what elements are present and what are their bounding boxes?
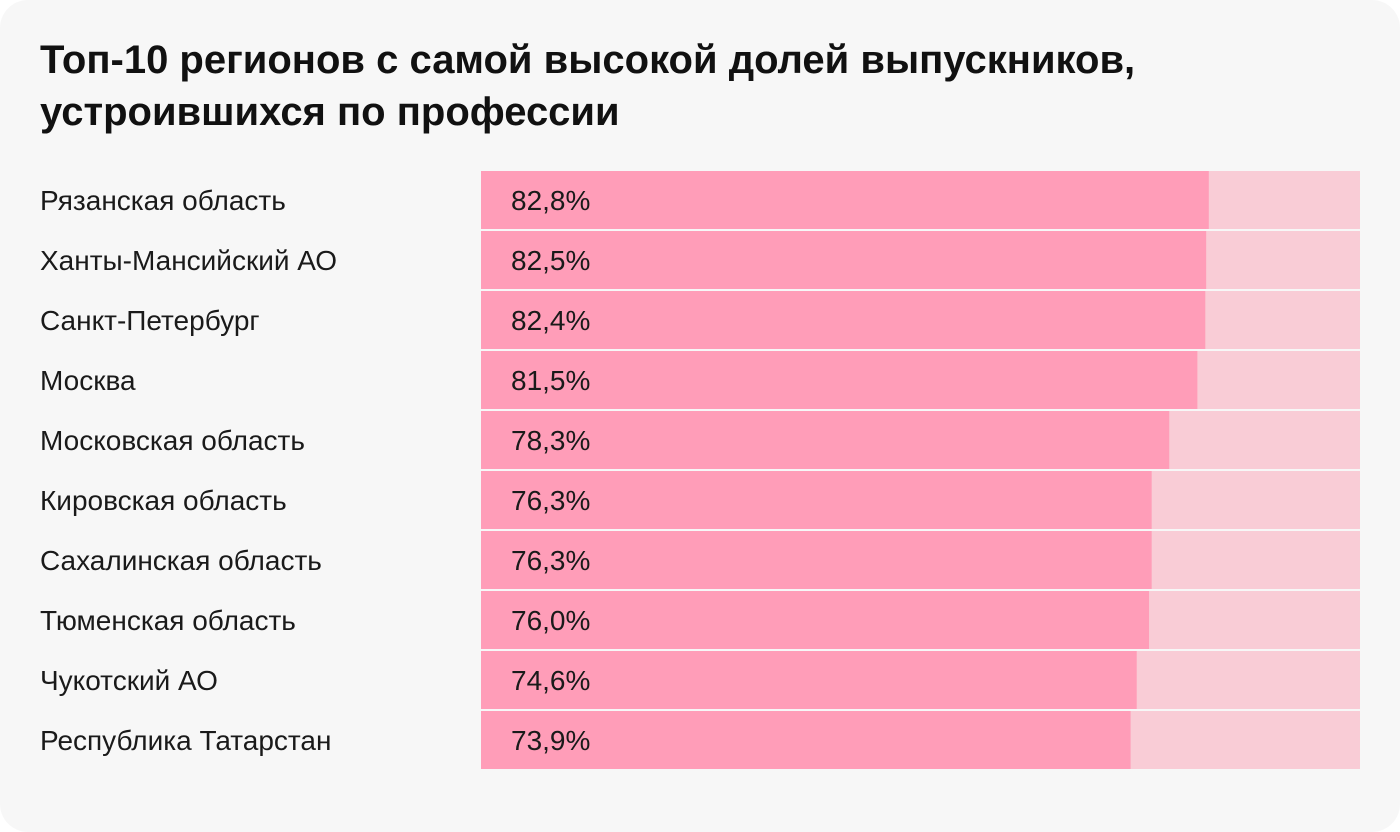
value-label: 78,3% [511, 425, 590, 456]
value-label: 82,5% [511, 245, 590, 276]
bar-row: Чукотский АО 74,6% [40, 651, 1360, 709]
category-label: Чукотский АО [40, 665, 218, 696]
bar [481, 591, 1150, 649]
category-label: Москва [40, 365, 136, 396]
value-label: 74,6% [511, 665, 590, 696]
bar-row: Санкт-Петербург 82,4% [40, 291, 1360, 349]
bar-row: Кировская область 76,3% [40, 471, 1360, 529]
value-label: 76,3% [511, 545, 590, 576]
category-label: Тюменская область [40, 605, 296, 636]
value-label: 76,3% [511, 485, 590, 516]
bar [481, 231, 1207, 289]
category-label: Кировская область [40, 485, 287, 516]
bar [481, 351, 1198, 409]
bar-row: Республика Татарстан 73,9% [40, 711, 1360, 769]
category-label: Ханты-Мансийский АО [40, 245, 337, 276]
value-label: 82,4% [511, 305, 590, 336]
category-label: Санкт-Петербург [40, 305, 260, 336]
chart-title: Топ-10 регионов с самой высокой долей вы… [40, 38, 1136, 134]
bar-row: Москва 81,5% [40, 351, 1360, 409]
bar [481, 471, 1152, 529]
category-label: Сахалинская область [40, 545, 322, 576]
bar-row: Рязанская область 82,8% [40, 171, 1360, 229]
bar [481, 711, 1131, 769]
category-label: Рязанская область [40, 185, 286, 216]
bar [481, 411, 1170, 469]
category-label: Республика Татарстан [40, 725, 331, 756]
bar [481, 171, 1209, 229]
bar [481, 291, 1206, 349]
category-label: Московская область [40, 425, 305, 456]
bar-row: Московская область 78,3% [40, 411, 1360, 469]
value-label: 76,0% [511, 605, 590, 636]
bar-row: Тюменская область 76,0% [40, 591, 1360, 649]
value-label: 73,9% [511, 725, 590, 756]
bar [481, 531, 1152, 589]
bar [481, 651, 1137, 709]
value-label: 82,8% [511, 185, 590, 216]
bar-row: Сахалинская область 76,3% [40, 531, 1360, 589]
bar-row: Ханты-Мансийский АО 82,5% [40, 231, 1360, 289]
value-label: 81,5% [511, 365, 590, 396]
